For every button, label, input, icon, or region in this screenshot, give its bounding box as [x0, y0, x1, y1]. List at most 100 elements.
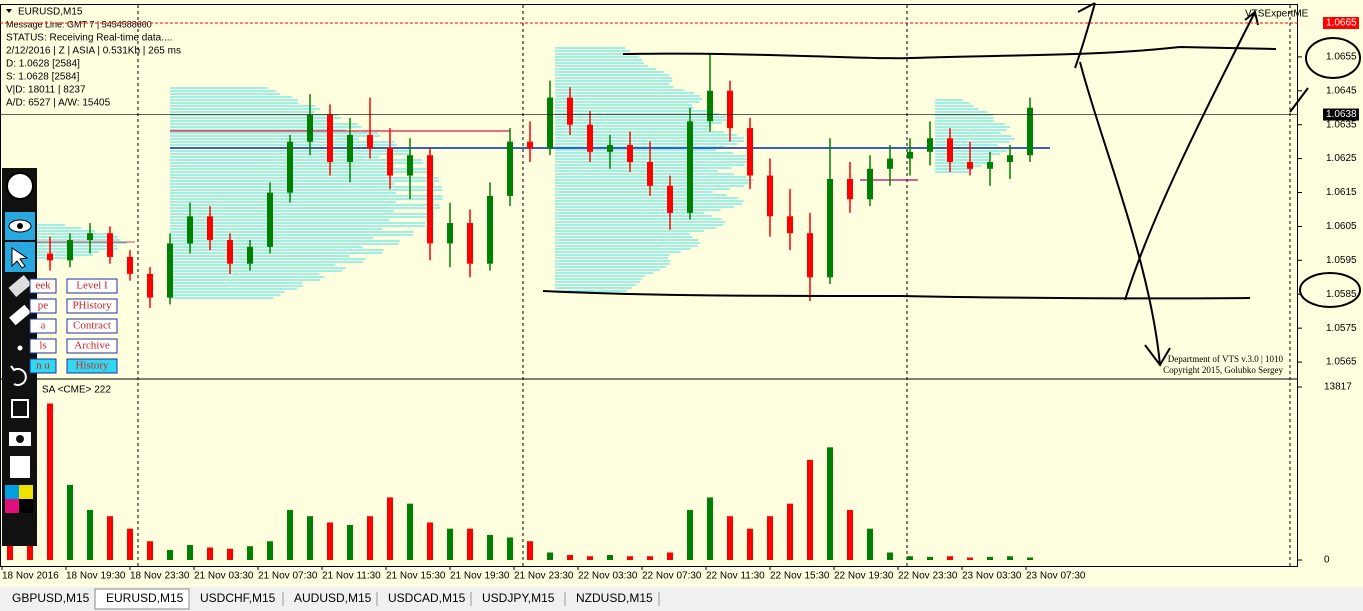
undo-tool[interactable]	[10, 365, 27, 386]
volume-bar	[587, 556, 593, 560]
y-tick-label: 1.0615	[1326, 187, 1357, 198]
candle-body	[907, 151, 913, 159]
candle-body	[327, 114, 333, 162]
toolbar	[2, 168, 37, 546]
candle-body	[767, 175, 773, 217]
candle-body	[87, 233, 93, 240]
y-tick-label: 1.0625	[1326, 153, 1357, 164]
ruler-tool[interactable]	[8, 274, 32, 298]
candle-body	[447, 223, 453, 244]
button-label: eek	[35, 280, 51, 292]
panel-button[interactable]	[29, 318, 57, 334]
panel-button[interactable]	[66, 338, 118, 354]
candle-body	[147, 273, 153, 298]
candle-body	[847, 178, 853, 200]
y-tick-label: 1.0575	[1326, 323, 1357, 334]
tab-label: GBPUSD,M15	[12, 591, 90, 605]
panel-button[interactable]	[66, 318, 118, 334]
panel-button[interactable]	[66, 298, 118, 314]
candle-body	[787, 216, 793, 234]
price-label-box	[1323, 16, 1359, 29]
button-label: pe	[38, 300, 49, 312]
x-tick-label: 18 Nov 2016	[2, 571, 59, 582]
candle-body	[287, 141, 293, 193]
candle-body	[407, 155, 413, 176]
drawn-arrow	[1079, 61, 1171, 367]
dot-tool[interactable]	[17, 345, 23, 351]
candle-body	[127, 256, 133, 274]
x-tick-label: 21 Nov 23:30	[514, 571, 574, 582]
y-tick-label: 1.0655	[1326, 52, 1357, 63]
eye-icon	[17, 223, 23, 229]
volume-bar	[87, 509, 93, 560]
candle-body	[727, 90, 733, 129]
list-tool[interactable]	[10, 456, 30, 478]
info-line: D: 1.0628 [2584]	[6, 59, 80, 70]
drawn-circle	[1299, 272, 1361, 308]
candle-body	[707, 90, 713, 122]
panel-button[interactable]	[29, 358, 57, 374]
pen-tool[interactable]	[6, 172, 34, 200]
tab-label: NZDUSD,M15	[576, 591, 653, 605]
volume-bar	[487, 534, 493, 560]
candle-body	[47, 253, 53, 261]
panel-button[interactable]	[29, 338, 57, 354]
x-tick-label: 23 Nov 03:30	[962, 571, 1022, 582]
candle-body	[167, 243, 173, 298]
expert-name: VTSExpertME	[1245, 9, 1309, 20]
candle-body	[207, 216, 213, 240]
color-swatch[interactable]	[5, 499, 19, 513]
info-line: S: 1.0628 [2584]	[6, 72, 80, 83]
tab-label: USDCAD,M15	[388, 591, 466, 605]
button-label: a	[41, 320, 46, 332]
dropdown-icon[interactable]	[6, 9, 12, 13]
volume-bar	[687, 509, 693, 560]
candle-body	[347, 134, 353, 162]
price-label-box	[1323, 108, 1359, 121]
candle-body	[427, 155, 433, 244]
volume-bar	[887, 552, 893, 560]
candle-body	[507, 141, 513, 196]
x-tick-label: 23 Nov 07:30	[1026, 571, 1086, 582]
drawn-arrow	[1124, 10, 1259, 301]
y-tick-label: 1.0635	[1326, 119, 1357, 130]
volume-bar	[367, 516, 373, 560]
volume-bar	[67, 484, 73, 560]
panel-button[interactable]	[66, 358, 118, 374]
v-tick-label: 0	[1324, 555, 1330, 566]
cursor-icon	[11, 247, 29, 269]
volume-bar	[847, 509, 853, 560]
candle-body	[1027, 107, 1033, 156]
candle-body	[227, 239, 233, 264]
panel-button[interactable]	[29, 278, 57, 294]
panel-button[interactable]	[66, 278, 118, 294]
eraser-tool[interactable]	[9, 304, 31, 326]
volume-bar	[947, 556, 953, 560]
color-swatch[interactable]	[19, 485, 33, 499]
volume-bar	[627, 556, 633, 560]
volume-profile	[30, 47, 1015, 299]
x-tick-label: 22 Nov 19:30	[834, 571, 894, 582]
info-line: A/D: 6527 | A/W: 15405	[6, 98, 111, 109]
volume-bar	[207, 547, 213, 560]
volume-bar	[547, 552, 553, 560]
color-swatch[interactable]	[5, 485, 19, 499]
candle-body	[247, 246, 253, 264]
info-line: 2/12/2016 | Z | ASIA | 0.531Kb | 265 ms	[6, 46, 181, 57]
candle-body	[627, 145, 633, 162]
trash-tool[interactable]	[11, 399, 29, 418]
candle-body	[267, 192, 273, 247]
tab-label: USDCHF,M15	[200, 591, 276, 605]
camera-lens	[16, 435, 24, 443]
volume-bar	[447, 528, 453, 560]
candle-body	[467, 223, 473, 264]
hand-drawing	[542, 2, 1361, 367]
drawn-arrow	[1074, 2, 1096, 69]
volume-bar	[187, 544, 193, 560]
volume-bar	[907, 556, 913, 560]
button-label: History	[76, 360, 110, 372]
panel-button[interactable]	[29, 298, 57, 314]
candle-body	[647, 161, 653, 186]
color-swatch[interactable]	[19, 499, 33, 513]
